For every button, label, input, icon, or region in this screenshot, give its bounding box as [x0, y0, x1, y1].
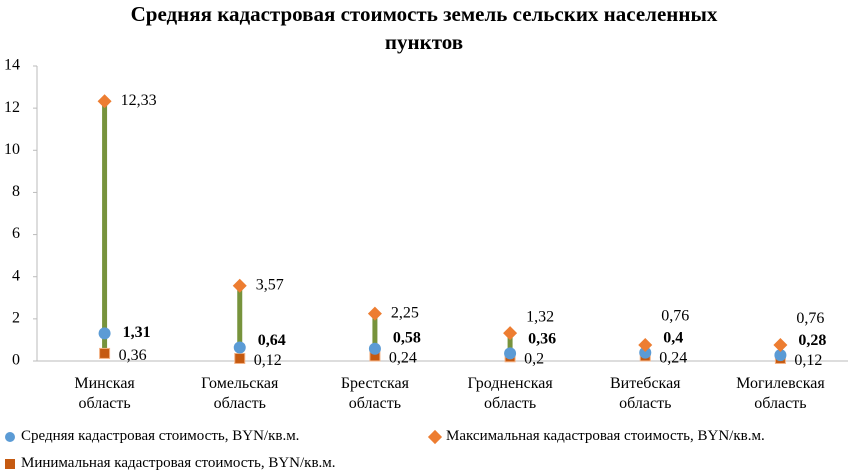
legend-swatch: [427, 429, 443, 444]
high-marker: [638, 337, 653, 352]
legend-entry: Средняя кадастровая стоимость, BYN/кв.м.: [5, 428, 299, 445]
low-marker: [99, 347, 111, 359]
data-label: 3,57: [256, 276, 284, 293]
legend-label: Максимальная кадастровая стоимость, BYN/…: [446, 428, 765, 444]
data-label: 1,32: [526, 308, 554, 325]
x-tick-label: Могилевская область: [736, 375, 825, 412]
mid-marker: [368, 342, 381, 355]
high-marker: [503, 326, 518, 341]
mid-marker: [233, 341, 246, 354]
data-label: 1,31: [123, 324, 151, 341]
legend-entry: Максимальная кадастровая стоимость, BYN/…: [427, 428, 765, 445]
data-label: 0,2: [524, 350, 544, 367]
y-tick-label: 12: [4, 99, 20, 116]
data-label: 0,76: [661, 308, 689, 325]
y-tick-label: 4: [12, 267, 20, 284]
high-marker: [97, 94, 112, 109]
data-label: 0,4: [663, 330, 683, 347]
data-label: 0,28: [798, 332, 826, 349]
legend-label: Минимальная кадастровая стоимость, BYN/к…: [21, 455, 336, 471]
data-label: 2,25: [391, 304, 419, 321]
low-marker: [234, 352, 246, 364]
data-label: 0,64: [258, 332, 286, 349]
data-label: 0,36: [119, 347, 147, 364]
y-tick-label: 10: [4, 141, 20, 158]
high-marker: [773, 337, 788, 352]
x-tick-label: Гродненская область: [467, 375, 553, 412]
x-tick-label: Витебская область: [609, 375, 681, 412]
mid-marker: [504, 347, 517, 360]
data-label: 0,24: [659, 350, 687, 367]
y-tick-label: 0: [12, 352, 20, 369]
high-marker: [232, 278, 247, 293]
legend-entry: Минимальная кадастровая стоимость, BYN/к…: [5, 455, 336, 472]
data-label: 0,12: [254, 352, 282, 369]
legend-swatch: [5, 458, 15, 469]
data-label: 0,24: [389, 350, 417, 367]
y-tick-label: 6: [12, 225, 20, 242]
data-label: 12,33: [121, 92, 157, 109]
chart-title: Средняя кадастровая стоимость земель сел…: [130, 2, 718, 54]
mid-marker: [639, 346, 652, 359]
data-label: 0,58: [393, 330, 421, 347]
y-tick-label: 2: [12, 310, 20, 327]
y-tick-label: 14: [4, 57, 20, 74]
high-marker: [367, 306, 382, 321]
legend-label: Средняя кадастровая стоимость, BYN/кв.м.: [21, 428, 300, 444]
x-tick-label: Минская область: [74, 375, 135, 412]
data-label: 0,36: [528, 330, 556, 347]
legend-swatch: [5, 431, 15, 442]
x-tick-label: Брестская область: [340, 375, 409, 412]
data-label: 0,12: [794, 352, 822, 369]
y-tick-label: 8: [12, 183, 20, 200]
data-label: 0,76: [796, 310, 824, 327]
mid-marker: [774, 349, 787, 362]
x-tick-label: Гомельская область: [201, 375, 279, 412]
mid-marker: [98, 327, 111, 340]
